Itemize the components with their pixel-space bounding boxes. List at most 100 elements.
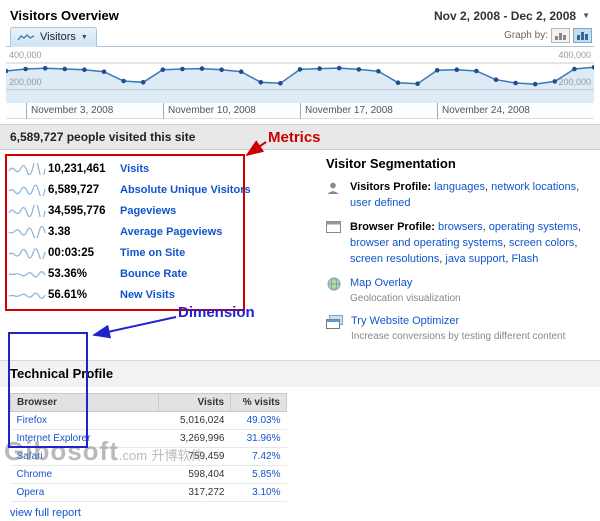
table-row: Firefox 5,016,024 49.03% — [10, 411, 287, 430]
chart-tab-row: Visitors ▼ Graph by: — [6, 27, 594, 47]
visits-value: 3,269,996 — [158, 429, 231, 448]
link-languages[interactable]: languages — [434, 181, 491, 193]
x-axis-tick — [437, 103, 438, 119]
map-overlay-text: Map Overlay Geolocation visualization — [350, 276, 461, 306]
website-optimizer-icon — [326, 314, 344, 344]
browser-link-safari[interactable]: Safari — [10, 447, 159, 466]
table-row: Opera 317,272 3.10% — [10, 483, 287, 502]
bar-graph-icon — [555, 33, 566, 40]
x-axis-tick — [300, 103, 301, 119]
metric-value: 3.38 — [48, 225, 71, 238]
date-range-selector[interactable]: Nov 2, 2008 - Dec 2, 2008 ▼ — [434, 9, 590, 23]
link-browser-and-os[interactable]: browser and operating systems — [350, 237, 509, 249]
visitors-chart-module: Visitors ▼ Graph by: 400,000 200,000 400… — [6, 27, 594, 119]
metric-row-new-visits: 56.61% New Visits — [8, 284, 300, 305]
graph-by-day-button[interactable] — [551, 28, 570, 43]
metrics-list: 10,231,461 Visits 6,589,727 Absolute Uni… — [0, 154, 300, 353]
visits-value: 317,272 — [158, 483, 231, 502]
sparkline-icon — [8, 247, 46, 259]
visits-value: 598,404 — [158, 465, 231, 484]
column-header-pct-visits[interactable]: % visits — [230, 392, 287, 412]
metric-value: 00:03:25 — [48, 246, 95, 259]
metric-row-pageviews: 34,595,776 Pageviews — [8, 200, 300, 221]
map-overlay-icon — [326, 276, 343, 306]
metric-value: 53.36% — [48, 267, 88, 280]
website-optimizer-description: Increase conversions by testing differen… — [351, 331, 566, 343]
technical-profile-header: Technical Profile — [0, 359, 600, 387]
link-try-website-optimizer[interactable]: Try Website Optimizer — [351, 315, 460, 328]
segmentation-title: Visitor Segmentation — [326, 156, 456, 171]
metric-value: 6,589,727 — [48, 183, 100, 196]
visitors-metric-tab[interactable]: Visitors ▼ — [10, 27, 97, 47]
column-header-browser[interactable]: Browser — [10, 392, 159, 412]
metric-value: 34,595,776 — [48, 204, 106, 217]
website-optimizer-text: Try Website Optimizer Increase conversio… — [351, 314, 565, 344]
link-map-overlay[interactable]: Map Overlay — [350, 276, 413, 289]
browser-profile-item: Browser Profile: browsersoperating syste… — [326, 220, 592, 268]
link-screen-resolutions[interactable]: screen resolutions — [350, 253, 445, 265]
x-axis-tick — [163, 103, 164, 119]
overview-body: 10,231,461 Visits 6,589,727 Absolute Uni… — [0, 150, 600, 353]
visitors-summary-bar: 6,589,727 people visited this site — [0, 124, 600, 150]
browser-link-chrome[interactable]: Chrome — [10, 465, 159, 484]
visitors-profile-item: Visitors Profile: languagesnetwork locat… — [326, 180, 592, 212]
metric-value: 10,231,461 — [48, 162, 106, 175]
table-row: Safari 759,459 7.42% — [10, 447, 287, 466]
table-header-row: Browser Visits % visits — [10, 392, 287, 412]
link-screen-colors[interactable]: screen colors — [509, 237, 577, 249]
metric-link-pageviews[interactable]: Pageviews — [120, 204, 177, 217]
browser-link-firefox[interactable]: Firefox — [10, 411, 159, 430]
metric-tab-label: Visitors — [40, 31, 76, 43]
browser-window-icon — [326, 220, 343, 268]
chevron-down-icon: ▼ — [80, 33, 88, 41]
visitors-profile-label: Visitors Profile: — [350, 181, 432, 193]
sparkline-icon — [8, 292, 46, 299]
visits-value: 759,459 — [158, 447, 231, 466]
metric-link-absolute-unique-visitors[interactable]: Absolute Unique Visitors — [120, 183, 251, 196]
visitors-profile-links: Visitors Profile: languagesnetwork locat… — [350, 180, 592, 212]
column-header-visits[interactable]: Visits — [158, 392, 231, 412]
metric-link-average-pageviews[interactable]: Average Pageviews — [120, 225, 223, 238]
sparkline-icon — [17, 34, 35, 41]
map-overlay-description: Geolocation visualization — [350, 292, 461, 304]
metric-link-time-on-site[interactable]: Time on Site — [120, 246, 186, 259]
date-range-text: Nov 2, 2008 - Dec 2, 2008 — [433, 8, 577, 23]
link-flash[interactable]: Flash — [511, 252, 539, 265]
table-row: Internet Explorer 3,269,996 31.96% — [10, 429, 287, 448]
link-browsers[interactable]: browsers — [438, 221, 489, 233]
browser-profile-label: Browser Profile: — [350, 220, 435, 233]
link-network-locations[interactable]: network locations — [491, 181, 579, 193]
visitors-line-chart: 400,000 200,000 400,000 200,000 — [6, 47, 594, 103]
visitors-chart-svg — [6, 62, 594, 103]
sparkline-icon — [8, 270, 46, 277]
graph-by-label: Graph by: — [504, 30, 548, 41]
table-row: Chrome 598,404 5.85% — [10, 465, 287, 484]
graph-by-week-button[interactable] — [573, 28, 592, 43]
sparkline-icon — [8, 225, 46, 238]
x-axis-label: November 10, 2008 — [168, 105, 256, 116]
x-axis-label: November 24, 2008 — [442, 105, 530, 116]
sparkline-icon — [8, 204, 46, 217]
browser-profile-links: Browser Profile: browsersoperating syste… — [350, 220, 592, 268]
technical-profile-title: Technical Profile — [10, 365, 114, 381]
visitor-segmentation: Visitor Segmentation Visitors Profile: l… — [300, 154, 600, 353]
metric-row-average-pageviews: 3.38 Average Pageviews — [8, 221, 300, 242]
link-user-defined[interactable]: user defined — [350, 196, 411, 209]
pct-visits-value: 5.85% — [230, 465, 287, 484]
metric-value: 56.61% — [48, 288, 88, 301]
x-axis-label: November 3, 2008 — [31, 105, 114, 116]
link-java-support[interactable]: java support — [445, 253, 511, 265]
browser-link-internet-explorer[interactable]: Internet Explorer — [10, 429, 159, 448]
bar-graph-icon — [577, 32, 588, 40]
link-operating-systems[interactable]: operating systems — [489, 221, 581, 233]
visitors-summary-text: 6,589,727 people visited this site — [10, 130, 196, 144]
metric-link-new-visits[interactable]: New Visits — [120, 288, 175, 301]
header: Visitors Overview Nov 2, 2008 - Dec 2, 2… — [0, 0, 600, 27]
graph-by-controls: Graph by: — [504, 28, 592, 43]
view-full-report-link[interactable]: view full report — [10, 506, 81, 519]
metric-link-visits[interactable]: Visits — [120, 162, 150, 175]
visits-value: 5,016,024 — [158, 411, 231, 430]
browser-link-opera[interactable]: Opera — [10, 483, 159, 502]
browser-table: Browser Visits % visits Firefox 5,016,02… — [10, 392, 287, 502]
metric-link-bounce-rate[interactable]: Bounce Rate — [120, 267, 188, 280]
